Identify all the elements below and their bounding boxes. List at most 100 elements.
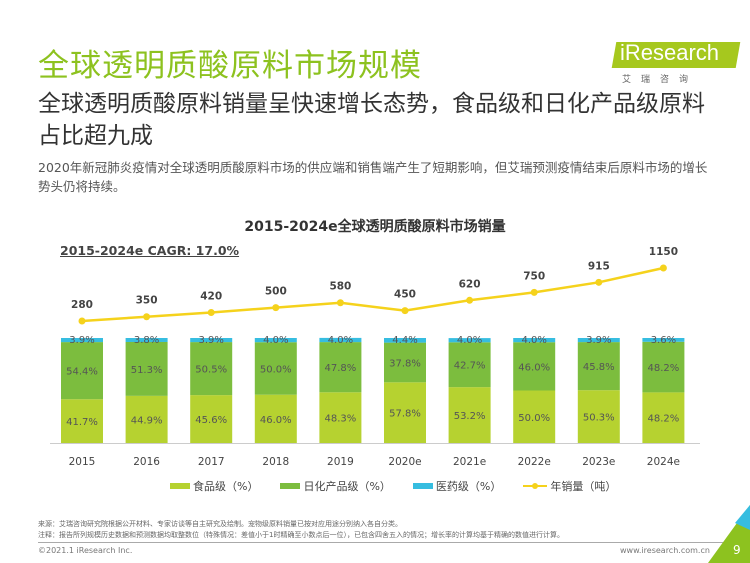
- line-point: [401, 307, 409, 315]
- bar-data-label: 4.4%: [392, 335, 417, 346]
- bar-segment: [190, 395, 233, 443]
- chart-title: 2015-2024e全球透明质酸原料市场销量: [244, 219, 506, 235]
- legend-item: 日化产品级（%）: [280, 478, 391, 494]
- legend-label: 医药级（%）: [435, 480, 502, 493]
- bar-data-label: 3.9%: [198, 335, 223, 346]
- legend-label: 日化产品级（%）: [303, 480, 391, 493]
- cagr-annotation: 2015-2024e CAGR: 17.0%: [60, 243, 240, 258]
- line-point: [336, 299, 344, 307]
- bar-data-label: 47.8%: [325, 363, 357, 374]
- bar-segment: [513, 390, 556, 443]
- legend-label: 食品级（%）: [193, 480, 259, 493]
- line-point: [78, 317, 86, 325]
- bar-segment: [642, 392, 685, 443]
- bar-data-label: 53.2%: [454, 411, 486, 422]
- bar-data-label: 45.8%: [583, 362, 615, 373]
- bar-data-label: 3.8%: [134, 335, 159, 346]
- bar-segment: [577, 342, 620, 391]
- bar-segment: [448, 342, 491, 388]
- bar-segment: [384, 342, 426, 383]
- chart: 41.7% 54.4% 3.9% 2015 44.9% 51.3% 3.8% 2016 45.6…: [50, 246, 700, 468]
- bar-segment: [254, 338, 297, 343]
- sales-line: [81, 266, 664, 323]
- bar-data-label: 50.3%: [583, 413, 615, 424]
- bar-data-label: 4.0%: [328, 335, 353, 346]
- bar-data-label: 3.9%: [586, 335, 611, 346]
- note-text: 注释：报告所列规模历史数据和预测数据均取整数位（特殊情况：差值小于1时精确至小数…: [38, 531, 564, 539]
- line-data-label: 915: [588, 260, 610, 272]
- bar-segment: [61, 338, 103, 343]
- bar-segment: [125, 341, 168, 396]
- bar-data-label: 4.0%: [263, 335, 288, 346]
- bar-segment: [254, 394, 297, 443]
- x-tick-label: 2021e: [453, 456, 486, 468]
- bar-segment: [125, 395, 168, 443]
- bar-data-label: 48.3%: [325, 414, 357, 425]
- line-point: [143, 313, 151, 321]
- bar-segment: [513, 338, 556, 343]
- x-tick-label: 2015: [69, 456, 96, 468]
- source-text: 来源：艾瑞咨询研究院根据公开材料、专家访谈等自主研究及绘制。宠物级原料销量已按对…: [38, 520, 402, 528]
- line-data-label: 580: [329, 281, 351, 293]
- line-point: [659, 264, 667, 272]
- line-data-label: 350: [136, 295, 158, 307]
- website-url: www.iresearch.com.cn: [620, 546, 710, 555]
- bar-data-label: 48.2%: [648, 414, 680, 425]
- bar-segment: [61, 399, 103, 443]
- bar-data-label: 51.3%: [131, 365, 163, 376]
- line-point: [207, 308, 215, 316]
- logo-cn: 艾瑞咨询: [622, 75, 699, 85]
- legend-label: 年销量（吨）: [550, 480, 617, 493]
- bar-data-label: 57.8%: [389, 409, 421, 420]
- bar-segment: [577, 338, 620, 343]
- page-number: 9: [733, 543, 741, 557]
- bar-data-label: 54.4%: [66, 367, 98, 378]
- bar-data-label: 42.7%: [454, 361, 486, 372]
- bar-data-label: 46.0%: [260, 415, 292, 426]
- divider: [38, 542, 728, 543]
- line-point: [272, 304, 280, 312]
- legend-line-marker: [523, 483, 548, 489]
- bar-segment: [448, 387, 491, 443]
- bar-data-label: 45.6%: [195, 415, 227, 426]
- x-tick-label: 2020e: [388, 456, 421, 468]
- bar-data-label: 50.0%: [518, 413, 550, 424]
- copyright: ©2021.1 iResearch Inc.: [38, 546, 133, 555]
- bar-segment: [190, 342, 233, 396]
- x-tick-label: 2024e: [647, 456, 680, 468]
- bar-segment: [642, 341, 685, 393]
- legend-item: 年销量（吨）: [523, 478, 616, 494]
- x-tick-label: 2018: [262, 456, 289, 468]
- x-tick-label: 2017: [198, 456, 225, 468]
- legend-swatch: [280, 483, 301, 489]
- bar-data-label: 37.8%: [389, 358, 421, 369]
- bar-segment: [61, 342, 103, 400]
- x-tick-label: 2022e: [518, 456, 551, 468]
- line-data-label: 750: [523, 270, 545, 282]
- line-data-label: 620: [459, 278, 481, 290]
- bar-segment: [577, 390, 620, 443]
- bar-data-label: 3.6%: [651, 335, 676, 346]
- bar-segment: [125, 338, 168, 342]
- bar-data-label: 4.0%: [457, 335, 482, 346]
- bar-data-label: 4.0%: [521, 335, 546, 346]
- bar-segment: [254, 342, 297, 395]
- line-data-label: 420: [200, 290, 222, 302]
- bar-data-label: 41.7%: [66, 417, 98, 428]
- line-data-label: 1150: [649, 246, 678, 258]
- legend-swatch: [412, 483, 433, 489]
- page-subtitle: 全球透明质酸原料销量呈快速增长态势，食品级和日化产品级原料占比超九成: [38, 91, 705, 149]
- logo-text: iResearch: [620, 40, 720, 65]
- bar-segment: [190, 338, 233, 343]
- description: 2020年新冠肺炎疫情对全球透明质酸原料市场的供应端和销售端产生了短期影响，但艾…: [38, 160, 708, 194]
- line-point: [466, 296, 474, 304]
- bar-data-label: 44.9%: [131, 415, 163, 426]
- corner-decoration: [708, 505, 750, 563]
- legend-item: 食品级（%）: [170, 478, 258, 494]
- bar-data-label: 50.5%: [195, 365, 227, 376]
- x-tick-label: 2019: [327, 456, 354, 468]
- bar-segment: [319, 342, 362, 393]
- page-title: 全球透明质酸原料市场规模: [38, 48, 422, 84]
- bar-data-label: 46.0%: [518, 362, 550, 373]
- legend-swatch: [170, 483, 190, 489]
